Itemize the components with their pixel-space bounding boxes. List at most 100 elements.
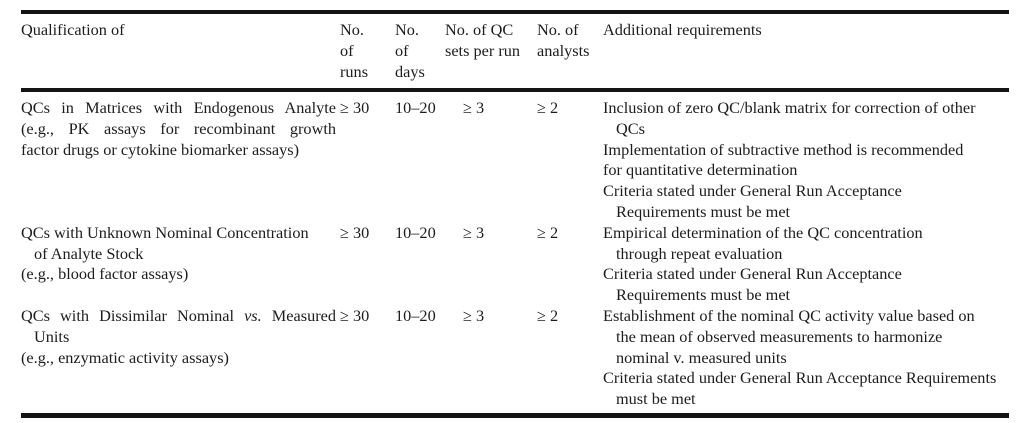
cell-no-of-runs-value: ≥ 30 — [340, 98, 370, 117]
cell-additional-requirements: Empirical determination of the QC concen… — [603, 223, 1009, 306]
header-label-days: days — [395, 62, 445, 83]
additional-requirement-line-text: Establishment of the nominal QC activity… — [603, 305, 975, 325]
additional-requirement-line: the mean of observed measurements to har… — [603, 327, 1009, 348]
additional-requirement-line-text: for quantitative determination — [603, 160, 798, 180]
additional-requirement-line: must be met — [603, 389, 1009, 410]
cell-qc-sets-per-run: ≥ 3 — [445, 98, 537, 119]
cell-no-of-runs: ≥ 30 — [340, 98, 395, 119]
header-label-analysts-text: analysts — [537, 40, 590, 60]
cell-no-of-days-value: 10–20 — [395, 305, 436, 325]
additional-requirement-line-text: Criteria stated under General Run Accept… — [603, 181, 902, 201]
header-label-qc-sets-per-run-text: sets per run — [445, 40, 521, 60]
qualification-line-text: Units — [34, 326, 70, 346]
cell-no-of-days-value: 10–20 — [395, 98, 436, 117]
additional-requirement-line-text: Requirements must be met — [616, 285, 791, 305]
qualification-line: QCs in Matrices with Endogenous Analyte — [21, 98, 336, 119]
header-label-runs-text: No. — [340, 20, 364, 39]
header-label-days-text: No. — [395, 20, 419, 39]
cell-qc-sets-per-run: ≥ 3 — [445, 223, 537, 244]
table-header-row: Qualification of No. of runs No. of days No. of… — [21, 14, 1009, 88]
header-label-runs: runs — [340, 62, 395, 83]
qualification-line-text: (e.g., enzymatic activity assays) — [21, 347, 229, 367]
header-label-runs-text: of — [340, 40, 354, 60]
qualification-line: (e.g., enzymatic activity assays) — [21, 348, 336, 369]
cell-additional-requirements: Establishment of the nominal QC activity… — [603, 306, 1009, 410]
additional-requirement-line: through repeat evaluation — [603, 244, 1009, 265]
additional-requirement-line-text: Requirements must be met — [616, 201, 791, 221]
qualification-line-text: factor drugs or cytokine biomarker assay… — [21, 139, 300, 159]
cell-qc-sets-per-run-value: ≥ 3 — [463, 305, 485, 325]
additional-requirement-line-text: Criteria stated under General Run Accept… — [603, 264, 902, 284]
cell-no-of-days: 10–20 — [395, 306, 445, 327]
table-top-rule — [21, 10, 1009, 14]
additional-requirement-line: nominal v. measured units — [603, 348, 1009, 369]
cell-no-of-days-value: 10–20 — [395, 222, 436, 242]
header-label-runs: No. — [340, 20, 395, 41]
additional-requirement-line-text: the mean of observed measurements to har… — [616, 326, 943, 346]
header-label-additional-requirements: Additional requirements — [603, 20, 1009, 41]
cell-qc-sets-per-run-value: ≥ 3 — [463, 98, 485, 117]
additional-requirement-line: Requirements must be met — [603, 202, 1009, 223]
header-label-analysts: analysts — [537, 41, 603, 62]
header-label-analysts: No. of — [537, 20, 603, 41]
qualification-line: QCs with Unknown Nominal Concentration — [21, 223, 336, 244]
cell-no-of-days: 10–20 — [395, 223, 445, 244]
cell-no-of-analysts-value: ≥ 2 — [537, 98, 559, 117]
qualification-line-text: (e.g., blood factor assays) — [21, 264, 189, 284]
qualification-line: of Analyte Stock — [21, 244, 336, 265]
additional-requirement-line-text: Inclusion of zero QC/blank matrix for co… — [603, 98, 976, 117]
qualification-line-text: Measured — [261, 305, 337, 325]
table-header-rule — [21, 88, 1009, 92]
header-label-qc-sets-per-run-text: No. of QC — [445, 20, 514, 39]
additional-requirement-line: Criteria stated under General Run Accept… — [603, 368, 1009, 389]
additional-requirement-line: Criteria stated under General Run Accept… — [603, 181, 1009, 202]
additional-requirement-line: Inclusion of zero QC/blank matrix for co… — [603, 98, 1009, 119]
qualification-line: (e.g., PK assays for recombinant growth — [21, 119, 336, 140]
qualification-line: factor drugs or cytokine biomarker assay… — [21, 140, 336, 161]
header-cell-qc-sets-per-run: No. of QC sets per run — [445, 20, 537, 62]
cell-qualification: QCs with Unknown Nominal Concentration of… — [21, 223, 340, 285]
qualification-line-text: QCs with Unknown Nominal Concentration — [21, 222, 309, 242]
header-label-qc-sets-per-run: sets per run — [445, 41, 537, 62]
header-label-days: No. — [395, 20, 445, 41]
additional-requirement-line-text: through repeat evaluation — [616, 243, 783, 263]
header-cell-analysts: No. of analysts — [537, 20, 603, 62]
table-row: QCs with Dissimilar Nominal vs. Measured… — [21, 306, 1009, 410]
additional-requirement-line: Establishment of the nominal QC activity… — [603, 306, 1009, 327]
table-row: QCs in Matrices with Endogenous Analyte(… — [21, 98, 1009, 223]
additional-requirement-line: Empirical determination of the QC concen… — [603, 223, 1009, 244]
header-cell-days: No. of days — [395, 20, 445, 82]
qualification-line-text: (e.g., PK assays for recombinant growth — [21, 118, 336, 138]
cell-no-of-runs: ≥ 30 — [340, 306, 395, 327]
cell-no-of-runs: ≥ 30 — [340, 223, 395, 244]
cell-no-of-analysts-value: ≥ 2 — [537, 222, 559, 242]
cell-no-of-analysts: ≥ 2 — [537, 223, 603, 244]
cell-no-of-analysts: ≥ 2 — [537, 306, 603, 327]
header-cell-additional-requirements: Additional requirements — [603, 20, 1009, 41]
header-label-days-text: of — [395, 40, 409, 60]
cell-no-of-analysts: ≥ 2 — [537, 98, 603, 119]
additional-requirement-line-text: Implementation of subtractive method is … — [603, 139, 964, 159]
additional-requirement-line-text: nominal v. measured units — [616, 347, 787, 367]
cell-no-of-runs-value: ≥ 30 — [340, 222, 370, 242]
cell-no-of-analysts-value: ≥ 2 — [537, 305, 559, 325]
qc-qualification-table: Qualification of No. of runs No. of days No. of… — [21, 10, 1009, 418]
table-bottom-rule — [21, 412, 1009, 418]
qualification-line-text: QCs with Dissimilar Nominal — [21, 305, 245, 325]
cell-no-of-runs-value: ≥ 30 — [340, 305, 370, 325]
cell-qc-sets-per-run-value: ≥ 3 — [463, 222, 485, 242]
header-label-days-text: days — [395, 61, 425, 81]
header-label-qualification-text: Qualification of — [21, 20, 125, 39]
table-body: QCs in Matrices with Endogenous Analyte(… — [21, 92, 1009, 413]
qualification-line: (e.g., blood factor assays) — [21, 264, 336, 285]
qualification-line: Units — [21, 327, 336, 348]
qualification-line: QCs with Dissimilar Nominal vs. Measured — [21, 306, 336, 327]
header-label-runs-text: runs — [340, 61, 369, 81]
additional-requirement-line: QCs — [603, 119, 1009, 140]
additional-requirement-line: Requirements must be met — [603, 285, 1009, 306]
header-label-days: of — [395, 41, 445, 62]
additional-requirement-line: Implementation of subtractive method is … — [603, 140, 1009, 161]
header-label-qualification: Qualification of — [21, 20, 336, 41]
header-cell-qualification: Qualification of — [21, 20, 340, 41]
header-cell-runs: No. of runs — [340, 20, 395, 82]
